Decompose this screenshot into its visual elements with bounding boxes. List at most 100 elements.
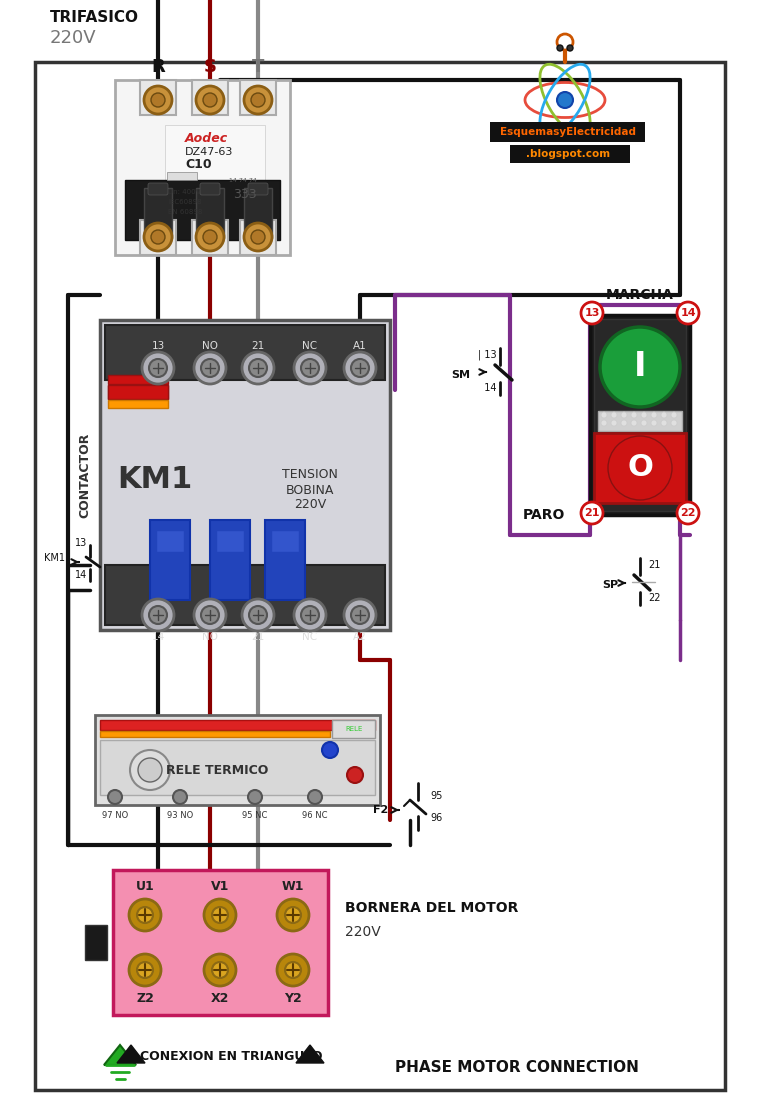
Circle shape	[149, 359, 167, 377]
Text: RELE TERMICO: RELE TERMICO	[166, 763, 268, 776]
Circle shape	[621, 413, 627, 418]
Circle shape	[151, 93, 165, 106]
Bar	[216, 530, 244, 552]
Bar	[594, 433, 686, 503]
Circle shape	[677, 302, 699, 324]
Text: | 13: | 13	[478, 349, 496, 360]
Text: KM1: KM1	[117, 466, 192, 495]
Text: 22: 22	[648, 593, 660, 603]
Circle shape	[581, 302, 603, 324]
Text: O: O	[627, 454, 653, 482]
Bar	[265, 520, 305, 600]
Circle shape	[621, 420, 627, 426]
Text: BOBINA: BOBINA	[286, 484, 334, 497]
Bar	[115, 80, 290, 255]
Bar	[144, 189, 172, 238]
Circle shape	[201, 606, 219, 624]
Bar	[140, 220, 176, 255]
Bar	[108, 400, 168, 408]
Text: PARO: PARO	[523, 508, 565, 522]
Bar	[594, 319, 686, 511]
Text: NC: NC	[302, 632, 318, 642]
Bar	[100, 720, 375, 730]
Circle shape	[244, 87, 272, 114]
Bar	[100, 731, 330, 737]
Text: CONEXION EN TRIANGULO: CONEXION EN TRIANGULO	[140, 1050, 322, 1064]
Circle shape	[203, 93, 217, 106]
Text: KM1: KM1	[44, 553, 65, 563]
Bar	[85, 925, 107, 960]
Circle shape	[196, 87, 224, 114]
Circle shape	[212, 962, 228, 978]
Text: 220V: 220V	[294, 499, 326, 511]
Text: NO: NO	[202, 340, 218, 352]
Text: 13: 13	[74, 538, 87, 548]
Text: 96: 96	[430, 813, 442, 823]
Circle shape	[277, 954, 309, 986]
Circle shape	[608, 436, 672, 500]
Circle shape	[242, 352, 274, 384]
Text: S: S	[204, 58, 217, 77]
Circle shape	[173, 790, 187, 804]
Text: U1: U1	[135, 881, 154, 894]
Circle shape	[661, 413, 667, 418]
Bar	[271, 530, 299, 552]
Bar	[113, 869, 328, 1015]
Circle shape	[212, 907, 228, 923]
Text: 13: 13	[584, 308, 600, 318]
Text: V1: V1	[211, 881, 230, 894]
Circle shape	[203, 230, 217, 244]
Polygon shape	[104, 1045, 136, 1065]
Bar	[490, 122, 645, 142]
Text: 96 NC: 96 NC	[302, 811, 328, 820]
Bar	[156, 530, 184, 552]
Text: PHASE MOTOR CONNECTION: PHASE MOTOR CONNECTION	[395, 1060, 639, 1076]
Circle shape	[251, 230, 265, 244]
Polygon shape	[296, 1045, 324, 1064]
Bar	[125, 180, 280, 240]
Circle shape	[641, 420, 647, 426]
Bar	[244, 189, 272, 238]
Text: 21: 21	[648, 560, 660, 570]
Text: 14: 14	[74, 570, 87, 580]
Circle shape	[611, 413, 617, 418]
Text: Un: 400V~: Un: 400V~	[168, 189, 206, 195]
Circle shape	[242, 599, 274, 631]
Circle shape	[601, 413, 607, 418]
Text: W1: W1	[282, 881, 304, 894]
Text: Aodec: Aodec	[185, 132, 228, 144]
Circle shape	[308, 790, 322, 804]
Bar	[105, 325, 385, 380]
Bar	[105, 564, 385, 625]
Text: A1: A1	[353, 340, 367, 352]
Bar	[590, 315, 690, 515]
Text: Z2: Z2	[136, 991, 154, 1005]
FancyBboxPatch shape	[200, 183, 220, 195]
Circle shape	[194, 599, 226, 631]
Circle shape	[631, 413, 637, 418]
Circle shape	[144, 87, 172, 114]
Text: .blogspot.com: .blogspot.com	[526, 149, 610, 159]
Text: Y2: Y2	[284, 991, 302, 1005]
Text: EN 60898: EN 60898	[168, 208, 202, 215]
Circle shape	[138, 757, 162, 782]
Circle shape	[651, 420, 657, 426]
Circle shape	[194, 352, 226, 384]
FancyBboxPatch shape	[148, 183, 168, 195]
Circle shape	[631, 420, 637, 426]
Bar	[598, 411, 682, 431]
Circle shape	[204, 954, 236, 986]
Bar	[332, 720, 375, 737]
Text: R: R	[151, 58, 165, 77]
Circle shape	[601, 420, 607, 426]
Text: TRIFASICO: TRIFASICO	[50, 10, 139, 26]
Bar	[100, 740, 375, 795]
Circle shape	[301, 359, 319, 377]
Bar	[510, 145, 630, 163]
Circle shape	[201, 359, 219, 377]
Circle shape	[108, 790, 122, 804]
Bar	[192, 220, 228, 255]
Text: C10: C10	[185, 159, 211, 172]
Text: 333: 333	[233, 189, 257, 202]
Bar	[192, 80, 228, 115]
